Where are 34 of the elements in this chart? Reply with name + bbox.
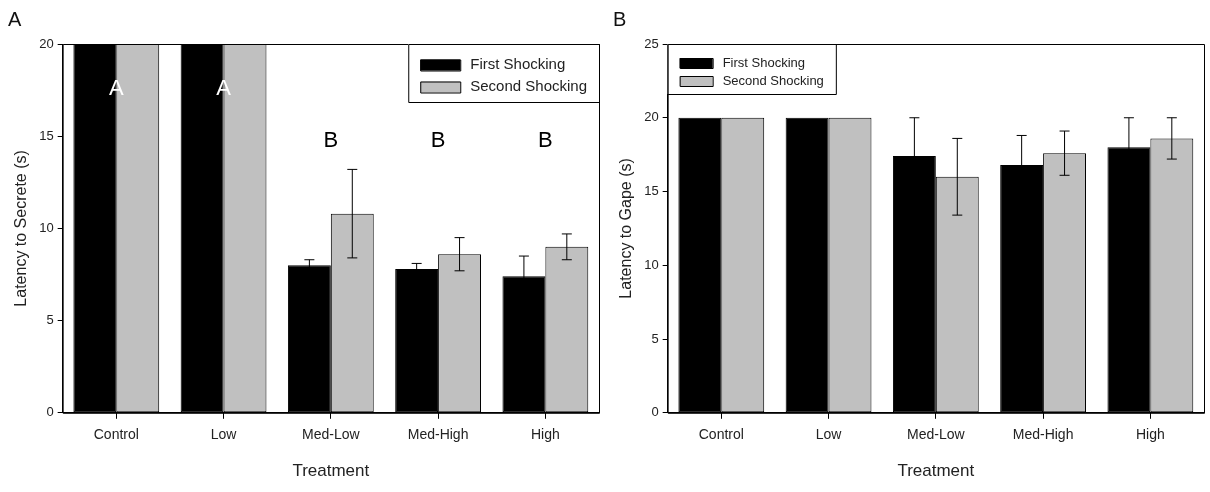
- x-tick-label: Med-Low: [302, 426, 361, 443]
- chart-title: A: [8, 7, 22, 30]
- annotation: B: [323, 127, 339, 153]
- y-axis-title: Latency to Gape (s): [617, 158, 635, 299]
- x-tick-label: Low: [815, 426, 843, 443]
- chart-title: B: [613, 7, 627, 30]
- x-tick-label: Control: [93, 426, 139, 443]
- y-tick-label: 0: [46, 404, 54, 420]
- y-axis-title: Latency to Secrete (s): [12, 150, 30, 307]
- y-tick-label: 10: [644, 256, 659, 272]
- x-tick-label: Low: [210, 426, 238, 443]
- x-tick-label: Med-High: [1012, 426, 1074, 443]
- y-tick-label: 5: [46, 312, 54, 328]
- annotation: B: [538, 127, 553, 153]
- legend-label: First Shocking: [722, 54, 806, 70]
- y-tick-label: 25: [644, 35, 659, 51]
- x-tick-label: High: [1135, 426, 1165, 443]
- legend-label: Second Shocking: [470, 77, 587, 95]
- x-tick-label: Control: [698, 426, 744, 443]
- x-axis-title: Treatment: [897, 461, 975, 481]
- annotation: B: [430, 127, 446, 153]
- legend-label: First Shocking: [470, 55, 566, 73]
- y-tick-label: 5: [651, 330, 659, 346]
- y-tick-label: 10: [39, 219, 54, 235]
- y-tick-label: 20: [39, 35, 54, 51]
- y-tick-label: 20: [644, 109, 659, 125]
- y-tick-label: 15: [39, 127, 54, 143]
- legend-label: Second Shocking: [722, 72, 824, 88]
- y-tick-label: 0: [651, 404, 659, 420]
- x-tick-label: High: [530, 426, 560, 443]
- y-tick-label: 15: [644, 183, 659, 199]
- x-tick-label: Med-Low: [907, 426, 966, 443]
- x-tick-label: Med-High: [407, 426, 469, 443]
- x-axis-title: Treatment: [292, 461, 370, 481]
